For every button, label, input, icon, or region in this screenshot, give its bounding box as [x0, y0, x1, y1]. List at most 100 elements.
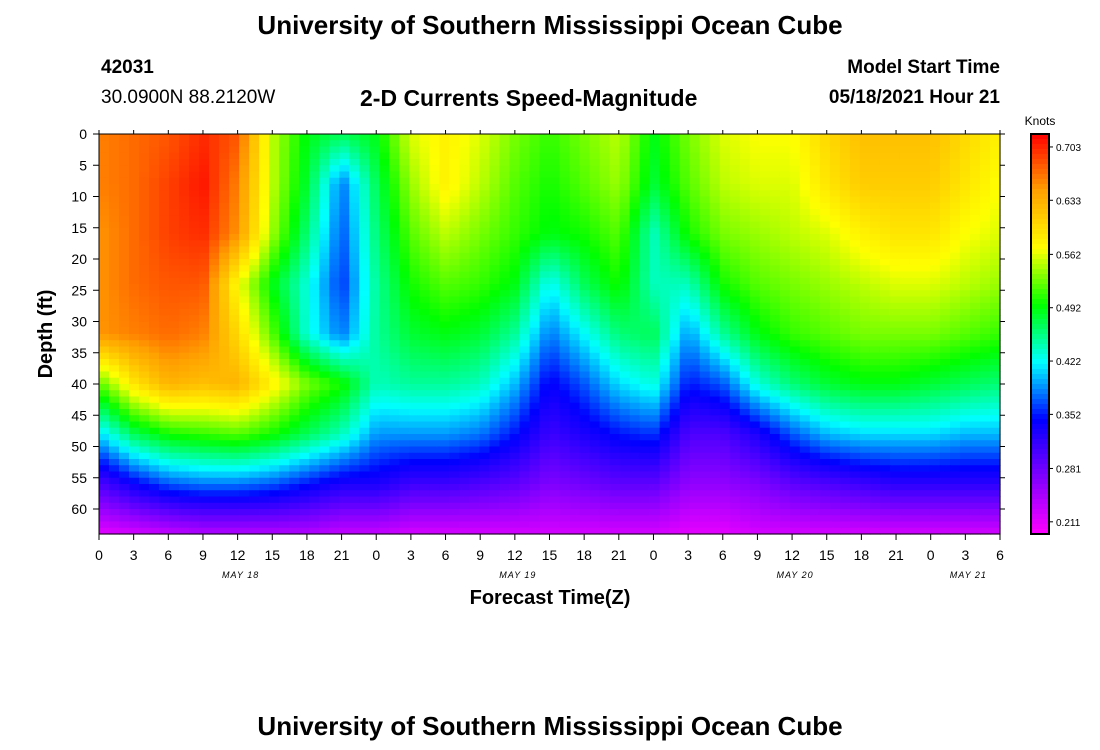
heatmap-cell: [409, 446, 420, 454]
heatmap-cell: [709, 434, 721, 441]
heatmap-cell: [879, 434, 891, 441]
heatmap-cell: [149, 265, 160, 273]
heatmap-cell: [969, 340, 981, 348]
heatmap-cell: [619, 265, 631, 273]
heatmap-cell: [649, 334, 661, 341]
heatmap-cell: [629, 284, 641, 291]
heatmap-cell: [889, 240, 901, 248]
heatmap-cell: [889, 396, 901, 404]
heatmap-cell: [389, 290, 400, 298]
heatmap-cell: [219, 452, 230, 460]
heatmap-cell: [269, 221, 280, 229]
heatmap-cell: [559, 227, 571, 235]
heatmap-cell: [419, 146, 430, 154]
heatmap-cell: [99, 221, 110, 229]
heatmap-cell: [889, 221, 901, 229]
heatmap-cell: [849, 402, 861, 410]
heatmap-cell: [649, 146, 661, 154]
heatmap-cell: [139, 346, 150, 354]
heatmap-cell: [189, 421, 200, 429]
heatmap-cell: [609, 177, 621, 185]
heatmap-cell: [369, 302, 380, 310]
heatmap-cell: [149, 427, 160, 435]
heatmap-cell: [859, 359, 871, 366]
heatmap-cell: [599, 140, 611, 148]
heatmap-cell: [589, 377, 601, 385]
heatmap-cell: [219, 265, 230, 273]
heatmap-cell: [349, 477, 360, 485]
heatmap-cell: [389, 202, 400, 210]
heatmap-cell: [729, 134, 741, 141]
heatmap-cell: [359, 296, 370, 304]
heatmap-cell: [199, 371, 210, 379]
heatmap-cell: [229, 209, 240, 216]
model-start-value: 05/18/2021 Hour 21: [828, 87, 1000, 108]
heatmap-cell: [689, 434, 701, 441]
heatmap-cell: [619, 340, 631, 348]
heatmap-cell: [669, 434, 681, 441]
heatmap-cell: [419, 390, 430, 398]
heatmap-cell: [389, 309, 400, 316]
heatmap-cell: [199, 240, 210, 248]
heatmap-cell: [649, 440, 661, 448]
heatmap-cell: [139, 184, 150, 191]
heatmap-cell: [499, 277, 511, 285]
heatmap-cell: [439, 459, 450, 466]
heatmap-cell: [239, 352, 250, 360]
heatmap-cell: [689, 190, 701, 198]
heatmap-cell: [529, 359, 541, 366]
heatmap-cell: [749, 177, 761, 185]
heatmap-cell: [889, 327, 901, 335]
heatmap-cell: [669, 465, 681, 473]
heatmap-cell: [629, 471, 641, 479]
heatmap-cell: [449, 402, 460, 410]
heatmap-cell: [589, 190, 601, 198]
heatmap-cell: [499, 234, 511, 241]
heatmap-cell: [289, 465, 300, 473]
heatmap-cell: [619, 252, 631, 260]
heatmap-cell: [399, 365, 410, 373]
heatmap-cell: [489, 396, 501, 404]
heatmap-cell: [379, 352, 390, 360]
heatmap-cell: [489, 227, 501, 235]
heatmap-cell: [219, 159, 230, 166]
heatmap-cell: [729, 371, 741, 379]
heatmap-cell: [419, 159, 430, 166]
heatmap-cell: [689, 265, 701, 273]
heatmap-cell: [449, 246, 460, 254]
heatmap-cell: [989, 384, 1001, 391]
heatmap-cell: [639, 309, 651, 316]
heatmap-cell: [899, 359, 911, 366]
heatmap-cell: [929, 384, 941, 391]
heatmap-cell: [589, 421, 601, 429]
heatmap-cell: [349, 140, 360, 148]
heatmap-cell: [239, 302, 250, 310]
heatmap-cell: [359, 371, 370, 379]
heatmap-cell: [209, 284, 220, 291]
heatmap-cell: [289, 309, 300, 316]
heatmap-cell: [339, 177, 350, 185]
heatmap-cell: [519, 165, 531, 173]
heatmap-cell: [189, 234, 200, 241]
heatmap-cell: [219, 290, 230, 298]
heatmap-cell: [449, 471, 460, 479]
heatmap-cell: [189, 471, 200, 479]
heatmap-cell: [799, 146, 811, 154]
heatmap-cell: [879, 471, 891, 479]
heatmap-cell: [919, 252, 931, 260]
heatmap-cell: [489, 465, 501, 473]
heatmap-cell: [559, 277, 571, 285]
heatmap-cell: [209, 302, 220, 310]
heatmap-cell: [179, 140, 190, 148]
heatmap-cell: [529, 140, 541, 148]
heatmap-cell: [639, 277, 651, 285]
heatmap-cell: [959, 184, 971, 191]
heatmap-cell: [299, 440, 310, 448]
heatmap-cell: [169, 384, 180, 391]
heatmap-cell: [769, 215, 781, 223]
heatmap-cell: [539, 452, 551, 460]
heatmap-cell: [499, 215, 511, 223]
heatmap-cell: [429, 377, 440, 385]
heatmap-cell: [299, 146, 310, 154]
heatmap-cell: [799, 459, 811, 466]
